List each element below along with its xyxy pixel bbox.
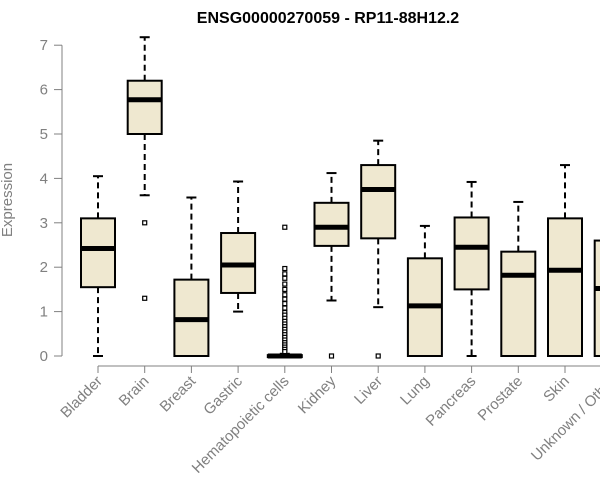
- box-iqr: [360, 164, 397, 240]
- box-group: [173, 196, 210, 357]
- y-tick-label: 2: [40, 259, 48, 276]
- boxes-layer: [80, 36, 600, 359]
- y-tick-label: 6: [40, 82, 48, 99]
- y-tick-label: 7: [40, 37, 48, 54]
- y-tick-label: 5: [40, 126, 48, 143]
- outlier-point: [328, 353, 335, 359]
- outlier-point: [142, 295, 148, 301]
- outlier-point: [282, 265, 288, 272]
- outlier-point: [375, 353, 381, 359]
- outlier-point: [282, 292, 288, 298]
- box-iqr: [547, 217, 583, 357]
- chart-title: ENSG00000270059 - RP11-88H12.2: [197, 10, 460, 27]
- box-iqr: [313, 201, 350, 247]
- box-group: [360, 139, 397, 359]
- x-tick-label: Pancreas: [423, 373, 480, 430]
- x-tick-label: Brain: [116, 373, 153, 410]
- outlier-point: [282, 286, 288, 292]
- box-iqr: [453, 216, 490, 291]
- x-tick-label: Gastric: [200, 372, 246, 418]
- x-tick-label: Bladder: [57, 373, 106, 422]
- outlier-point: [142, 220, 148, 226]
- box-iqr: [126, 79, 163, 135]
- box-group: [593, 239, 600, 357]
- outlier-point: [282, 224, 288, 230]
- box-group: [406, 224, 443, 358]
- box-iqr: [593, 239, 600, 357]
- y-axis-label: Expression: [0, 163, 16, 237]
- box-group: [80, 175, 116, 357]
- outlier-point: [282, 275, 288, 281]
- box-group: [500, 200, 537, 357]
- box-group: [453, 180, 490, 357]
- box-iqr: [500, 250, 537, 357]
- x-tick-label: Skin: [540, 373, 573, 406]
- y-tick-label: 3: [40, 215, 48, 232]
- y-axis: 0 1 2 3 4 5 6 7: [40, 37, 63, 365]
- outlier-point: [282, 348, 288, 355]
- y-tick-label: 4: [40, 170, 48, 187]
- outlier-point: [282, 305, 288, 311]
- outlier-point: [282, 271, 288, 277]
- outlier-point: [282, 296, 288, 302]
- x-tick-label: Prostate: [475, 373, 527, 425]
- outlier-point: [282, 301, 288, 307]
- outlier-point: [282, 281, 288, 287]
- box-group: [266, 224, 303, 359]
- x-tick-label: Lung: [397, 373, 433, 409]
- box-group: [126, 36, 163, 301]
- x-tick-label: Liver: [351, 373, 386, 408]
- box-iqr: [80, 217, 116, 289]
- box-group: [547, 164, 583, 357]
- y-tick-label: 0: [40, 348, 48, 365]
- box-group: [220, 180, 257, 313]
- x-tick-label: Kidney: [295, 372, 340, 417]
- x-tick-label: Breast: [157, 372, 200, 415]
- y-tick-label: 1: [40, 304, 48, 321]
- box-group: [313, 172, 350, 359]
